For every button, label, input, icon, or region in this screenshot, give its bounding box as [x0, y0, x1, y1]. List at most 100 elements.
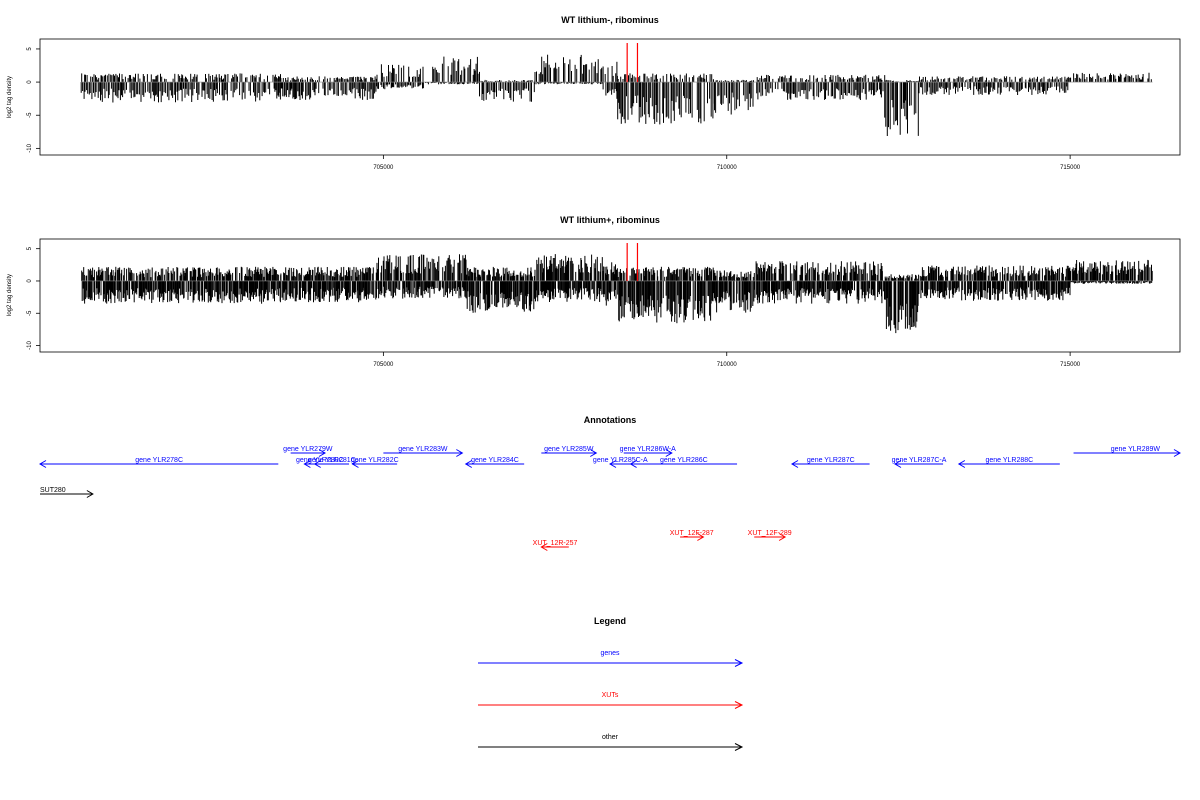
x-tick-label: 705000	[373, 165, 394, 171]
gene-label: gene YLR283W	[398, 446, 448, 453]
gene-feature: gene YLR278C	[39, 457, 279, 468]
gene-arrow-head	[957, 460, 966, 468]
legend-label: other	[602, 734, 619, 741]
xut-feature: XUT_12F-287	[670, 530, 714, 541]
gene-feature: gene YLR288C	[957, 457, 1060, 468]
legend-title: Legend	[594, 616, 626, 626]
plot-frame	[39, 238, 1181, 353]
gene-feature: gene YLR286C	[629, 457, 738, 468]
gene-arrow-head	[456, 449, 464, 457]
signal-bars	[80, 54, 1153, 136]
signal-bars	[81, 254, 1153, 334]
y-axis: 5 0 -5 -10	[27, 246, 40, 350]
y-tick-label: 5	[27, 47, 33, 51]
gene-feature: gene YLR284C	[464, 457, 525, 468]
red-markers	[626, 243, 639, 281]
gene-label: gene YLR286C	[660, 457, 708, 464]
red-markers	[626, 43, 639, 83]
x-tick-label: 710000	[717, 362, 738, 368]
gene-feature: gene YLR287C-A	[892, 457, 947, 468]
gene-label: gene YLR279W	[283, 446, 333, 453]
gene-arrow-head	[894, 460, 902, 468]
gene-arrow-head	[1173, 449, 1181, 457]
y-tick-label: -10	[27, 143, 33, 152]
xut-label: XUT_12F-289	[748, 530, 792, 537]
y-axis-label: log2 tag density	[7, 76, 13, 118]
xut-feature: XUT_12F-289	[748, 530, 792, 541]
annotations-title: Annotations	[584, 415, 637, 425]
xut-label: XUT_12R-257	[533, 540, 578, 547]
gene-label: gene YLR285C-A	[593, 457, 648, 464]
gene-label: gene YLR278C	[135, 457, 183, 464]
gene-label: gene YLR287C	[807, 457, 855, 464]
panel-title: WT lithium-, ribominus	[561, 15, 659, 25]
y-tick-label: -5	[27, 112, 33, 118]
legend-arrow-head	[734, 659, 744, 667]
gene-feature: gene YLR289W	[1073, 446, 1181, 457]
gene-arrow-head	[629, 460, 637, 468]
x-tick-label: 710000	[717, 165, 738, 171]
gene-label: gene YLR285W	[544, 446, 594, 453]
gene-feature: gene YLR285W	[541, 446, 598, 457]
x-tick-label: 715000	[1060, 165, 1081, 171]
legend-item: genes	[478, 650, 744, 667]
gene-label: gene YLR281C	[308, 457, 356, 464]
gene-feature: gene YLR279W	[283, 446, 333, 457]
gene-feature: gene YLR283W	[383, 446, 464, 457]
annotations-panel: Annotations gene YLR278C gene YLR279W gene…	[39, 415, 1181, 551]
xut-label: XUT_12F-287	[670, 530, 714, 537]
track-panel-lithium-minus: WT lithium-, ribominus log2 tag density …	[7, 15, 1181, 171]
x-tick-label: 705000	[373, 362, 394, 368]
y-tick-label: 5	[27, 246, 33, 250]
y-tick-label: 0	[27, 80, 33, 84]
gene-arrow-head	[790, 460, 799, 468]
y-tick-label: 0	[27, 279, 33, 283]
gene-arrow-head	[609, 460, 617, 468]
xut-arrow-head	[697, 533, 705, 541]
plot-frame	[39, 38, 1181, 156]
gene-arrow-head	[318, 449, 326, 457]
legend-label: XUTs	[602, 692, 619, 699]
gene-feature: gene YLR282C	[351, 457, 399, 468]
gene-feature: gene YLR287C	[790, 457, 870, 468]
xut-feature: XUT_12R-257	[533, 540, 578, 551]
legend-items: genes XUTs other	[478, 650, 744, 751]
legend-arrow-head	[734, 701, 744, 709]
gene-feature: gene YLR281C	[308, 457, 356, 468]
other-feature: SUT280	[40, 487, 94, 498]
other-label: SUT280	[40, 487, 66, 494]
track-panel-lithium-plus: WT lithium+, ribominus log2 tag density …	[7, 215, 1181, 368]
gene-label: gene YLR289W	[1111, 446, 1161, 453]
legend-item: XUTs	[478, 692, 744, 709]
gene-label: gene YLR284C	[471, 457, 519, 464]
gene-label: gene YLR282C	[351, 457, 399, 464]
gene-arrow-head	[39, 460, 47, 468]
gene-label: gene YLR286W-A	[620, 446, 676, 453]
xut-arrow-head	[540, 543, 548, 551]
y-axis: 5 0 -5 -10	[27, 47, 40, 153]
x-tick-label: 715000	[1060, 362, 1081, 368]
legend-arrow-head	[734, 743, 744, 751]
legend: Legend genes XUTs other	[478, 616, 744, 751]
gene-arrow-head	[313, 460, 321, 468]
legend-item: other	[478, 734, 744, 751]
y-tick-label: -5	[27, 310, 33, 316]
gene-label: gene YLR288C	[985, 457, 1033, 464]
y-tick-label: -10	[27, 341, 33, 350]
x-axis: 705000 710000 715000	[373, 352, 1081, 368]
gene-feature: gene YLR286W-A	[620, 446, 676, 457]
gene-arrow-head	[665, 449, 673, 457]
xut-arrow-head	[778, 533, 787, 541]
gene-arrow-head	[464, 460, 473, 468]
other-arrow-head	[86, 490, 94, 498]
gene-arrow-head	[590, 449, 598, 457]
y-axis-label: log2 tag density	[7, 274, 13, 316]
gene-arrow-head	[351, 460, 359, 468]
gene-arrow-head	[303, 460, 311, 468]
gene-label: gene YLR287C-A	[892, 457, 947, 464]
gene-feature: gene YLR285C-A	[593, 457, 648, 468]
panel-title: WT lithium+, ribominus	[560, 215, 660, 225]
x-axis: 705000 710000 715000	[373, 155, 1081, 171]
